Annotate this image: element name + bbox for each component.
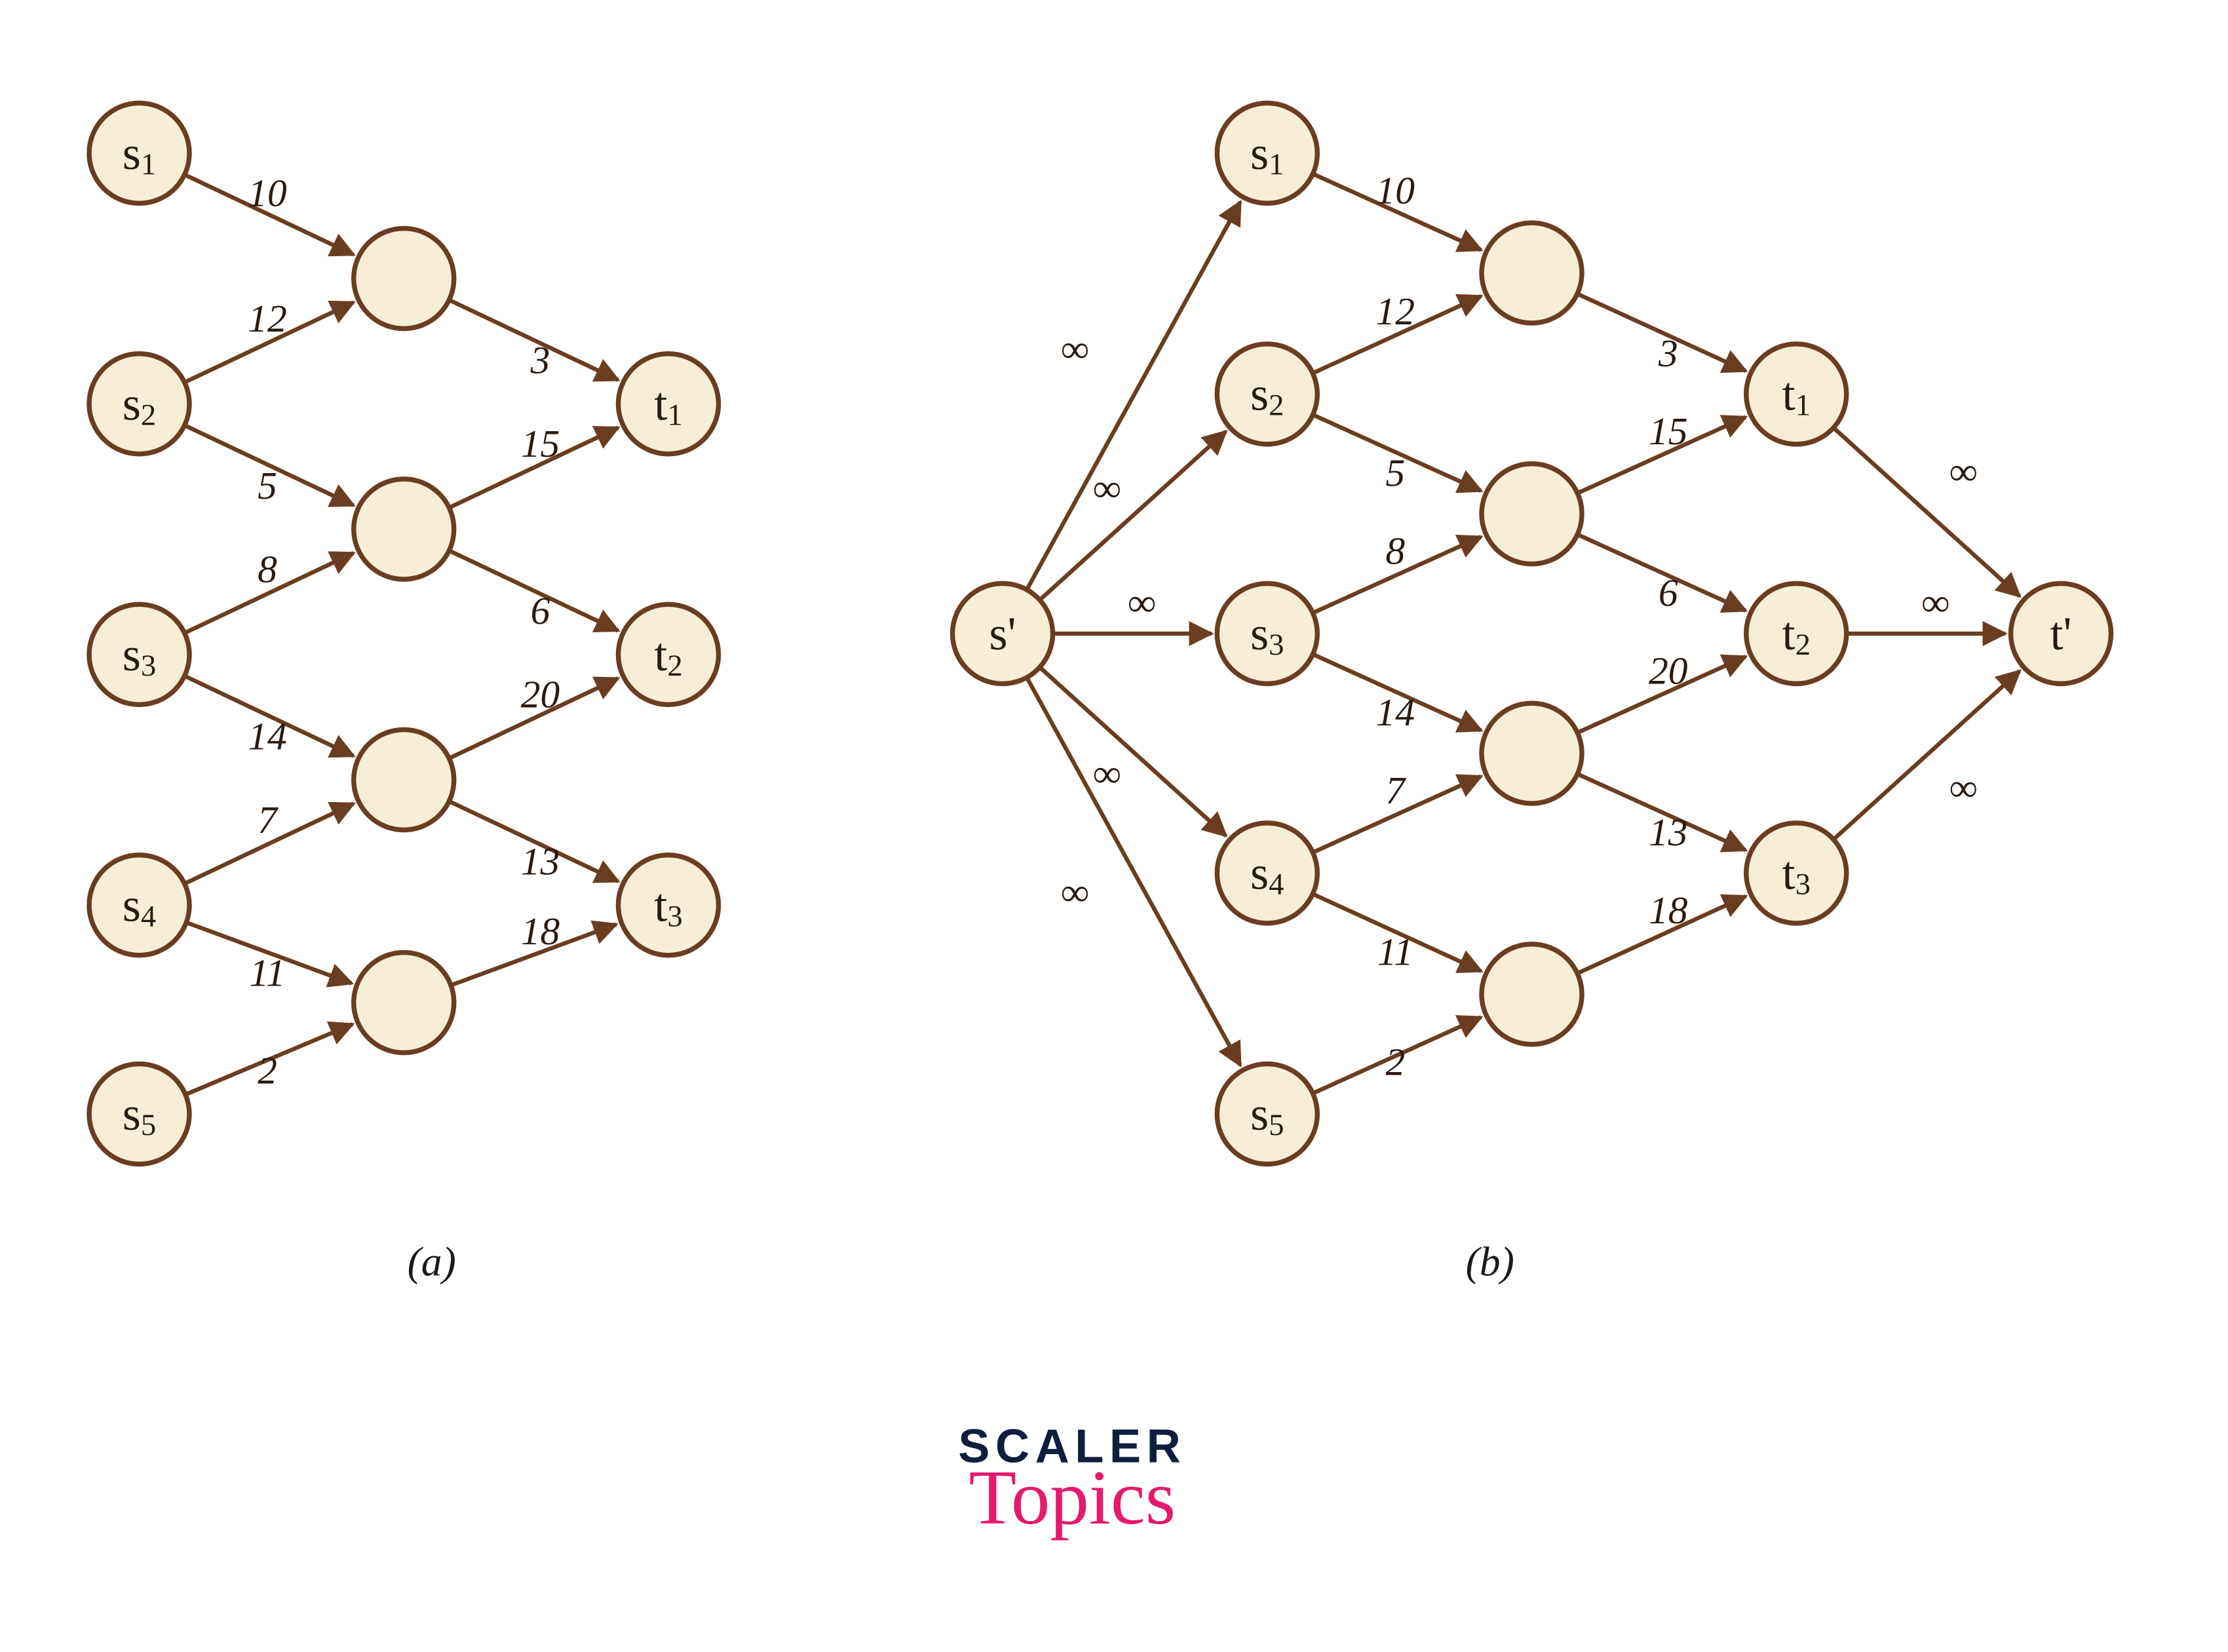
node-label-sp: s' [989, 607, 1016, 660]
node-m4 [1482, 944, 1582, 1045]
edge-label-m2-t1: 15 [1649, 410, 1688, 453]
node-m3 [1482, 703, 1582, 803]
edge-label-sp-s5: ∞ [1061, 870, 1088, 913]
edge-label-sp-s1: ∞ [1061, 328, 1088, 371]
edge-label-s2-m1: 12 [1376, 290, 1415, 333]
edge-label-sp-s2: ∞ [1093, 467, 1121, 510]
edge-label-s5-m4: 2 [258, 1048, 277, 1092]
edge-label-m2-t2: 6 [1659, 571, 1678, 614]
edge-label-s4-m4: 11 [249, 951, 285, 995]
graph-b: ∞∞∞∞∞1012581471123156201318∞∞∞s's1s2s3s4… [953, 103, 2111, 1284]
edge-label-sp-s3: ∞ [1128, 581, 1155, 624]
graph-b-caption: (b) [1466, 1239, 1514, 1285]
edge-label-s1-m1: 10 [248, 172, 287, 215]
edge-label-m1-t1: 3 [1658, 332, 1678, 375]
edge-label-m4-t3: 18 [521, 910, 560, 953]
edge-sp-s5 [1027, 678, 1240, 1066]
node-m2 [1482, 464, 1582, 564]
node-m4 [354, 953, 454, 1053]
graph-a: 1012581471123156201318s1s2s3s4s5t1t2t3(a… [89, 103, 719, 1284]
graph-a-caption: (a) [408, 1239, 456, 1285]
edge-label-s1-m1: 10 [1376, 168, 1415, 212]
edge-label-s4-m3: 7 [258, 798, 278, 841]
edge-t1-tp [1834, 428, 2020, 596]
edge-label-s3-m2: 8 [1385, 529, 1405, 573]
edge-label-s5-m4: 2 [1385, 1041, 1405, 1084]
logo-topics-text: Topics [969, 1454, 1176, 1541]
node-m2 [354, 479, 454, 579]
edge-label-s2-m2: 5 [258, 464, 277, 507]
node-m1 [1482, 223, 1582, 323]
edge-label-s3-m2: 8 [258, 547, 277, 590]
edge-label-m3-t2: 20 [1649, 649, 1688, 692]
edge-label-s2-m2: 5 [1385, 451, 1405, 495]
edge-label-s4-m4: 11 [1377, 931, 1413, 974]
edge-label-t2-tp: ∞ [1922, 581, 1950, 624]
edge-label-s3-m3: 14 [1376, 691, 1415, 734]
edge-label-s2-m1: 12 [248, 297, 287, 340]
node-m3 [354, 730, 454, 830]
edge-label-t3-tp: ∞ [1950, 766, 1977, 809]
edge-label-s4-m3: 7 [1385, 769, 1406, 812]
edge-label-m2-t1: 15 [521, 422, 560, 465]
edge-t3-tp [1834, 671, 2020, 839]
edge-label-t1-tp: ∞ [1950, 450, 1977, 493]
edge-label-sp-s4: ∞ [1093, 752, 1121, 796]
edge-label-s3-m3: 14 [248, 714, 287, 758]
scaler-topics-logo: SCALERTopics [958, 1420, 1186, 1541]
edge-label-m3-t3: 13 [521, 840, 560, 883]
edge-label-m4-t3: 18 [1649, 889, 1688, 932]
edge-label-m3-t2: 20 [521, 673, 560, 716]
edge-label-m1-t1: 3 [530, 339, 550, 382]
edge-label-m2-t2: 6 [531, 589, 550, 632]
flow-network-diagram: 1012581471123156201318s1s2s3s4s5t1t2t3(a… [0, 0, 2228, 1651]
edge-sp-s1 [1027, 202, 1240, 590]
edge-label-m3-t3: 13 [1649, 811, 1688, 854]
node-label-tp: t' [2050, 607, 2071, 660]
node-m1 [354, 229, 454, 329]
